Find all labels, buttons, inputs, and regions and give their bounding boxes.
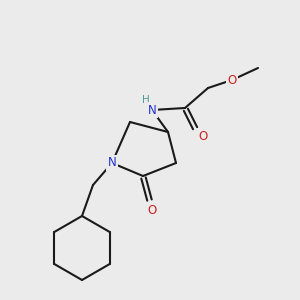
Text: O: O xyxy=(198,130,208,142)
Text: O: O xyxy=(227,74,237,86)
Text: O: O xyxy=(147,203,157,217)
Text: N: N xyxy=(148,103,156,116)
Text: N: N xyxy=(108,157,116,169)
Text: H: H xyxy=(142,95,150,105)
